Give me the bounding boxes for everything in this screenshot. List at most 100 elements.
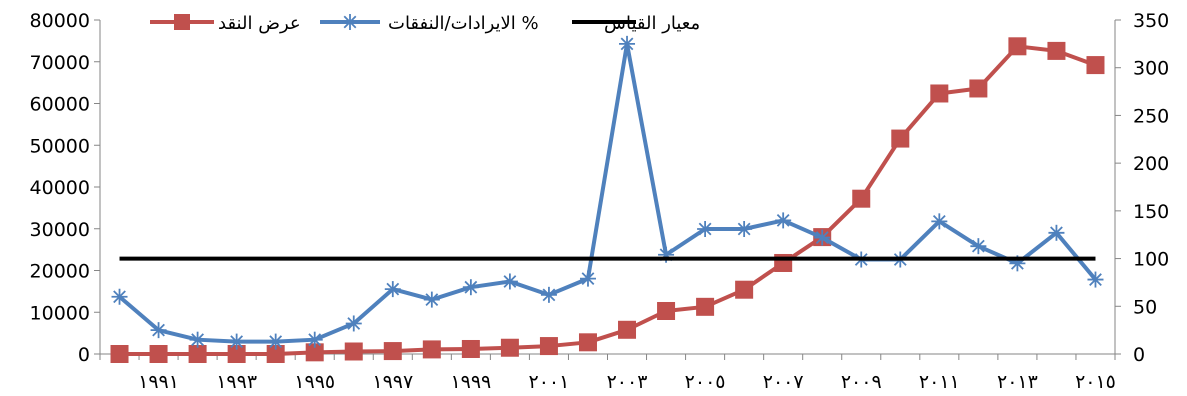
- left-tick-label: 60000: [30, 94, 90, 116]
- data-point-revenue-expense: [1087, 271, 1104, 288]
- data-point-revenue-expense-stroke: [620, 37, 634, 51]
- legend-label-money-supply: عرض النقد: [218, 13, 301, 34]
- right-tick-label: 250: [1133, 105, 1169, 127]
- series-line-money-supply: [119, 44, 1097, 356]
- data-point-revenue-expense: [189, 331, 206, 348]
- data-point-revenue-expense-stroke: [503, 275, 517, 288]
- data-point-revenue-expense: [736, 220, 753, 237]
- data-point-revenue-expense-stroke: [1050, 226, 1063, 240]
- right-tick-label: 100: [1133, 249, 1169, 271]
- data-point-revenue-expense: [111, 288, 128, 305]
- data-point-revenue-expense-stroke: [464, 280, 478, 294]
- data-point-revenue-expense: [931, 213, 948, 230]
- data-point-revenue-expense-stroke: [386, 282, 400, 296]
- data-point-money-supply: [891, 129, 910, 148]
- x-tick-label: ٢٠١٥: [1075, 371, 1116, 393]
- x-tick-label: ٢٠٠٥: [685, 371, 726, 393]
- legend: عرض النقد الايرادات/النفقات % معيار القي…: [150, 13, 700, 34]
- legend-marker-asterisk: [342, 14, 358, 30]
- data-point-money-supply: [383, 342, 402, 361]
- left-tick-label: 20000: [30, 261, 90, 283]
- data-point-money-supply: [657, 301, 676, 320]
- x-tick-label: ٢٠٠٩: [841, 371, 882, 393]
- x-tick-label: ١٩٩٩: [450, 371, 491, 393]
- data-point-revenue-expense-stroke: [308, 333, 322, 347]
- data-point-money-supply: [1008, 37, 1027, 56]
- series: [110, 35, 1105, 363]
- data-point-money-supply: [969, 79, 988, 98]
- data-point-revenue-expense-stroke: [191, 333, 204, 347]
- data-point-money-supply: [500, 338, 519, 357]
- data-point-money-supply: [1086, 56, 1105, 75]
- data-point-revenue-expense: [345, 315, 362, 332]
- data-point-revenue-expense: [1048, 224, 1065, 241]
- series-line-revenue-expense: [118, 41, 1098, 344]
- right-tick-label: 300: [1133, 58, 1169, 80]
- data-point-revenue-expense: [814, 229, 831, 246]
- legend-item-money-supply: عرض النقد: [150, 13, 301, 34]
- x-tick-label: ١٩٩٥: [294, 371, 335, 393]
- data-point-money-supply: [149, 345, 168, 363]
- data-point-money-supply: [227, 345, 246, 363]
- data-point-revenue-expense-stroke: [698, 222, 712, 236]
- left-tick-label: 10000: [30, 302, 90, 324]
- x-tick-label: ٢٠٠١: [529, 371, 570, 393]
- x-tick-label: ٢٠١٣: [997, 371, 1038, 393]
- legend-label-benchmark: معيار القياس: [604, 13, 700, 34]
- data-point-revenue-expense: [579, 270, 596, 287]
- data-point-money-supply: [930, 84, 949, 103]
- data-point-revenue-expense-stroke: [542, 288, 556, 302]
- data-point-revenue-expense-stroke: [815, 231, 829, 244]
- left-tick-label: 0: [78, 344, 90, 366]
- data-point-revenue-expense-stroke: [581, 272, 595, 286]
- data-point-revenue-expense-stroke: [737, 222, 751, 236]
- data-point-revenue-expense: [501, 273, 518, 290]
- left-tick-label: 30000: [30, 219, 90, 241]
- x-tick-label: ٢٠٠٣: [607, 371, 648, 393]
- data-point-revenue-expense: [540, 286, 557, 303]
- legend-item-benchmark: معيار القياس: [572, 13, 700, 34]
- data-point-revenue-expense: [619, 35, 636, 52]
- left-tick-label: 50000: [30, 135, 90, 157]
- x-tick-label: ١٩٩٣: [216, 371, 257, 393]
- data-point-revenue-expense: [462, 279, 479, 296]
- right-tick-label: 0: [1133, 344, 1145, 366]
- data-point-money-supply: [735, 280, 754, 299]
- data-point-revenue-expense-stroke: [776, 214, 790, 227]
- data-point-money-supply: [618, 320, 637, 339]
- left-tick-label: 70000: [30, 52, 90, 74]
- data-point-money-supply: [1047, 41, 1066, 60]
- data-point-revenue-expense: [267, 333, 284, 350]
- data-point-revenue-expense: [306, 331, 323, 348]
- x-tick-label: ١٩٩١: [138, 371, 179, 393]
- data-point-revenue-expense: [775, 212, 792, 229]
- data-point-money-supply: [696, 297, 715, 316]
- data-point-money-supply: [461, 339, 480, 358]
- data-point-money-supply: [110, 345, 129, 363]
- data-point-revenue-expense: [697, 220, 714, 237]
- right-tick-label: 350: [1133, 10, 1169, 32]
- data-point-revenue-expense-stroke: [932, 214, 946, 228]
- data-point-revenue-expense-stroke: [269, 335, 283, 348]
- data-point-money-supply: [188, 345, 207, 363]
- legend-marker-square: [174, 14, 190, 30]
- data-point-revenue-expense-stroke: [971, 239, 985, 253]
- data-point-revenue-expense-stroke: [113, 290, 126, 304]
- data-point-revenue-expense: [970, 238, 987, 255]
- data-point-revenue-expense-stroke: [1089, 273, 1102, 286]
- right-tick-label: 50: [1133, 296, 1157, 318]
- legend-asterisk-glyph-stroke: [343, 15, 357, 29]
- data-point-revenue-expense: [423, 291, 440, 308]
- right-tick-label: 150: [1133, 201, 1169, 223]
- data-point-revenue-expense-stroke: [347, 317, 361, 330]
- x-tick-label: ١٩٩٧: [372, 371, 413, 393]
- legend-label-revenue-expense: الايرادات/النفقات %: [388, 13, 539, 34]
- data-point-money-supply: [305, 343, 324, 362]
- data-point-revenue-expense-stroke: [230, 335, 244, 348]
- data-point-money-supply: [422, 340, 441, 359]
- data-point-revenue-expense-stroke: [152, 323, 165, 337]
- left-tick-label: 40000: [30, 177, 90, 199]
- data-point-money-supply: [578, 333, 597, 352]
- left-tick-label: 80000: [30, 10, 90, 32]
